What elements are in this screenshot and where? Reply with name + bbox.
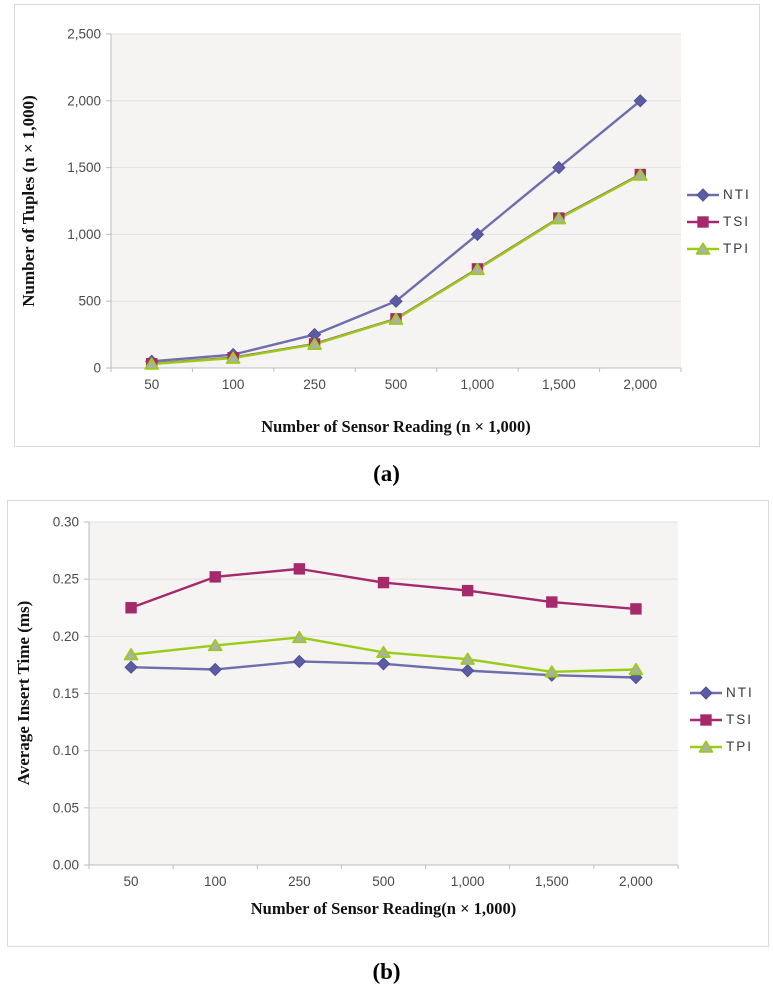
data-point-TSI	[209, 571, 221, 583]
legend-marker-TSI	[697, 215, 709, 228]
data-point-TPI	[292, 630, 307, 644]
data-point-NTI	[633, 94, 647, 108]
data-point-TPI	[144, 357, 160, 370]
x-tick-label: 1,000	[461, 377, 495, 392]
legend-swatch-NTI	[687, 187, 719, 202]
legend-swatch-TPI	[690, 740, 722, 753]
y-tick-label: 0.05	[53, 800, 79, 815]
y-tick-label: 2,000	[67, 93, 101, 108]
data-point-NTI	[292, 654, 307, 669]
chart-panel-b: 0.00 0.05 0.10 0.15 0.20 0.25 0.30 50 100 250 500 1…	[7, 500, 769, 947]
data-point-NTI	[208, 662, 222, 677]
data-point-TPI	[632, 168, 648, 181]
legend-swatch-NTI	[690, 685, 722, 700]
legend-swatch-TPI	[687, 242, 719, 255]
x-tick-label: 500	[372, 874, 395, 889]
y-tick-label: 2,500	[67, 27, 101, 42]
data-point-TPI	[123, 648, 139, 661]
data-point-TPI	[307, 337, 322, 351]
legend-label-NTI: NTI	[726, 685, 754, 700]
y-tick-label: 1,500	[67, 160, 101, 175]
legend-item-TSI: TSI	[687, 208, 751, 235]
x-tick-label: 100	[204, 874, 227, 889]
data-point-TSI	[461, 584, 474, 597]
data-point-TPI	[207, 638, 223, 652]
data-point-TPI	[376, 645, 391, 659]
y-axis-title-a: Number of Tuples (n × 1,000)	[19, 95, 38, 307]
line-chart-b: 0.00 0.05 0.10 0.15 0.20 0.25 0.30 50 100 250 500 1…	[53, 515, 679, 889]
x-tick-label: 1,500	[542, 377, 576, 392]
legend-label-NTI: NTI	[723, 187, 751, 202]
x-tick-label: 500	[385, 377, 408, 392]
line-chart-a: 0 500 1,000 1,500 2,000 2,500 50 100 250 500 1,000…	[67, 27, 682, 392]
y-axis-title-b: Average Insert Time (ms)	[14, 600, 33, 786]
legend-marker-TPI	[695, 242, 711, 255]
data-point-TPI	[470, 262, 485, 276]
y-tick-label: 0.25	[53, 572, 79, 587]
chart-panel-a: 0 500 1,000 1,500 2,000 2,500 50 100 250 500 1,000…	[14, 4, 760, 447]
plot-area	[111, 34, 681, 368]
x-axis-title-b: Number of Sensor Reading(n × 1,000)	[250, 899, 517, 918]
legend-item-NTI: NTI	[687, 181, 751, 208]
data-point-NTI	[470, 227, 485, 242]
legend-item-TPI: TPI	[687, 235, 751, 262]
x-tick-label: 50	[124, 874, 139, 889]
y-tick-label: 0.30	[53, 515, 79, 530]
data-point-TPI	[460, 652, 475, 665]
legend-label-TPI: TPI	[723, 241, 751, 256]
x-axis-title-a: Number of Sensor Reading (n × 1,000)	[261, 417, 531, 436]
figure-page: 0 500 1,000 1,500 2,000 2,500 50 100 250 500 1,000…	[0, 4, 773, 999]
legend-marker-NTI	[696, 187, 710, 202]
legend-swatch-TSI	[687, 215, 719, 228]
data-point-TPI	[551, 212, 567, 225]
legend-item-TSI: TSI	[690, 706, 754, 733]
legend-marker-NTI	[699, 685, 713, 700]
x-tick-label: 100	[222, 377, 245, 392]
data-point-NTI	[389, 294, 403, 308]
x-tick-label: 2,000	[623, 377, 657, 392]
legend-a: NTI TSI TPI	[687, 181, 751, 262]
legend-item-NTI: NTI	[690, 679, 754, 706]
y-tick-label: 0.10	[53, 743, 79, 758]
y-tick-label: 0.20	[53, 629, 79, 644]
data-point-TPI	[225, 351, 241, 364]
data-point-NTI	[376, 657, 391, 671]
caption-b: (b)	[372, 959, 401, 984]
x-tick-label: 1,500	[535, 874, 569, 889]
y-tick-label: 0.00	[53, 858, 79, 873]
data-point-TPI	[388, 312, 404, 325]
data-point-TSI	[125, 602, 137, 614]
legend-marker-TSI	[700, 713, 712, 726]
x-tick-label: 2,000	[619, 874, 653, 889]
data-point-NTI	[460, 663, 475, 678]
data-point-TSI	[377, 576, 390, 589]
y-tick-label: 0.15	[53, 686, 79, 701]
data-point-TPI	[544, 665, 560, 678]
x-tick-label: 50	[144, 377, 159, 392]
caption-a: (a)	[373, 461, 400, 486]
legend-item-TPI: TPI	[690, 733, 754, 760]
data-point-NTI	[124, 660, 138, 674]
y-tick-label: 1,000	[67, 227, 101, 242]
legend-swatch-TSI	[690, 713, 722, 726]
legend-label-TPI: TPI	[726, 739, 754, 754]
y-tick-label: 500	[78, 294, 101, 309]
x-tick-label: 250	[303, 377, 326, 392]
legend-label-TSI: TSI	[726, 712, 754, 727]
legend-label-TSI: TSI	[723, 214, 751, 229]
data-point-NTI	[552, 160, 566, 175]
legend-marker-TPI	[698, 740, 714, 753]
data-point-TSI	[293, 563, 306, 575]
x-tick-label: 250	[288, 874, 311, 889]
data-point-TSI	[546, 596, 558, 608]
legend-b: NTI TSI TPI	[690, 679, 754, 760]
data-point-TPI	[628, 662, 644, 676]
x-tick-label: 1,000	[451, 874, 485, 889]
y-tick-label: 0	[93, 361, 101, 376]
data-point-TSI	[630, 603, 642, 615]
